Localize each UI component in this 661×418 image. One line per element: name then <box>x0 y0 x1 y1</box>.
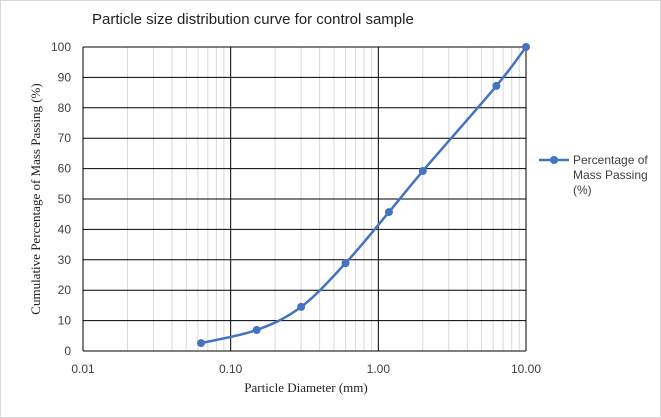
data-point <box>492 81 501 90</box>
data-point <box>252 326 261 335</box>
y-tick-label: 100 <box>51 40 71 54</box>
data-point <box>341 259 350 268</box>
y-tick-label: 70 <box>58 131 72 145</box>
data-line <box>200 46 527 345</box>
y-tick-label: 20 <box>58 283 72 297</box>
x-tick-label: 0.10 <box>219 362 243 376</box>
data-point <box>418 167 427 176</box>
data-point <box>522 43 530 51</box>
data-point <box>297 302 306 311</box>
y-tick-label: 90 <box>58 70 72 84</box>
y-tick-label: 50 <box>58 192 72 206</box>
y-tick-label: 60 <box>58 162 72 176</box>
legend-marker <box>550 156 558 164</box>
data-point <box>384 208 393 217</box>
y-tick-label: 0 <box>64 344 71 358</box>
legend-label: Percentage of Mass Passing (%) <box>573 153 648 197</box>
y-tick-label: 40 <box>58 222 72 236</box>
y-tick-label: 10 <box>58 314 72 328</box>
y-tick-label: 80 <box>58 101 72 115</box>
y-tick-label: 30 <box>58 253 72 267</box>
data-point <box>197 339 206 348</box>
y-axis-label: Cumulative Percentage of Mass Passing (%… <box>28 83 43 314</box>
x-tick-label: 10.00 <box>511 362 541 376</box>
x-tick-label: 0.01 <box>71 362 95 376</box>
x-tick-label: 1.00 <box>367 362 391 376</box>
x-axis-label: Particle Diameter (mm) <box>244 380 367 395</box>
chart-title: Particle size distribution curve for con… <box>92 11 414 28</box>
